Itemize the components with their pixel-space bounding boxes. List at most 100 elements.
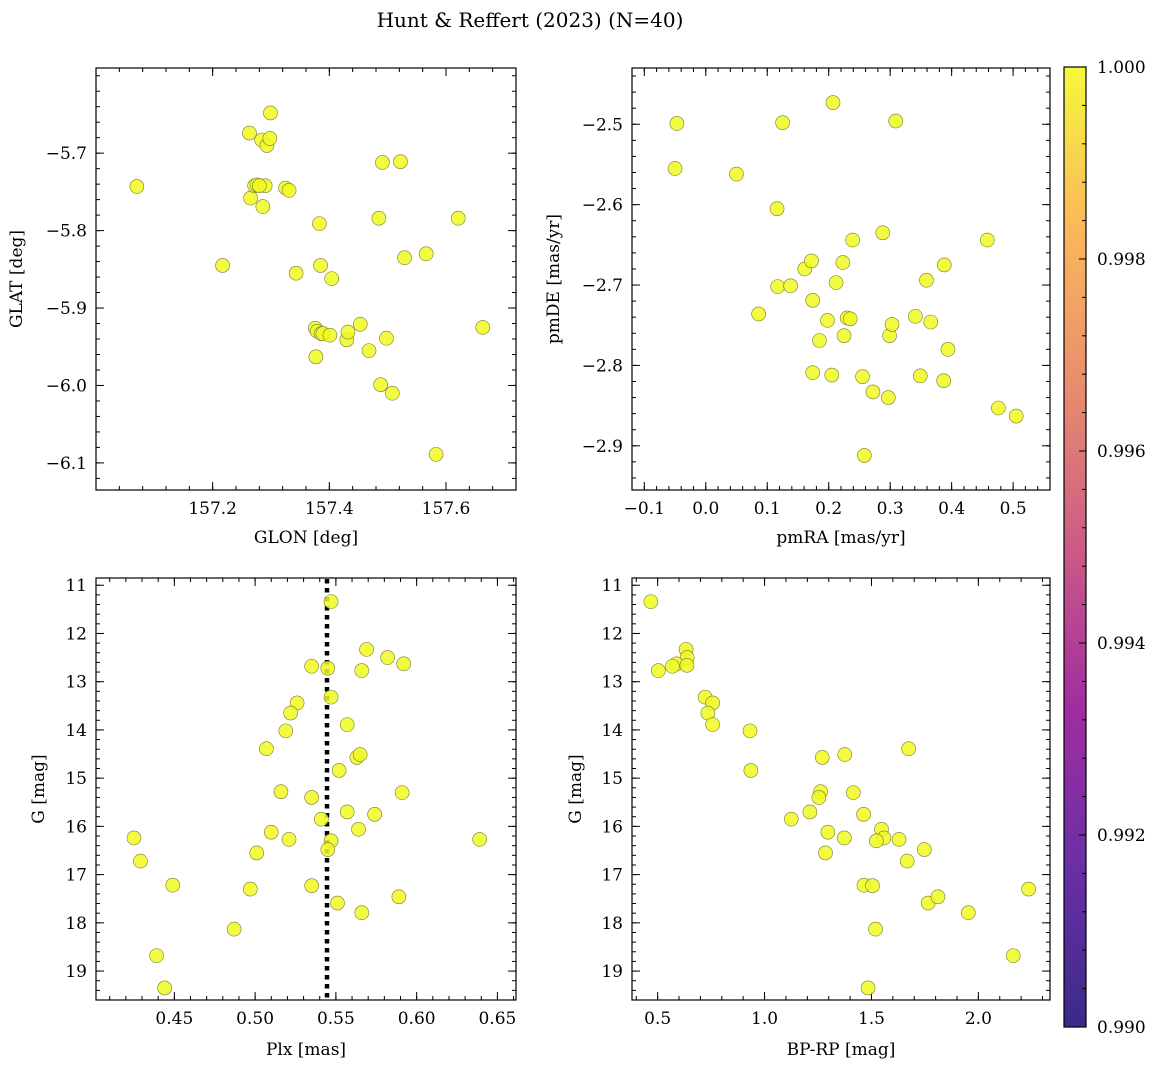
scatter-points (643, 594, 1036, 996)
scatter-point (308, 349, 324, 365)
scatter-point (126, 830, 142, 846)
scatter-point (845, 232, 860, 248)
scatter-point (811, 790, 827, 805)
scatter-point (428, 447, 444, 462)
scatter-point (804, 253, 819, 269)
y-tick-label: 18 (601, 914, 623, 934)
scatter-point (242, 125, 257, 141)
y-tick-label: −6.0 (46, 376, 87, 396)
scatter-point (835, 255, 851, 270)
scatter-point (899, 853, 915, 869)
x-tick-label: 0.5 (644, 1009, 671, 1029)
x-axis-label: GLON [deg] (254, 528, 358, 548)
scatter-point (665, 658, 680, 674)
scatter-points (667, 95, 1024, 463)
y-tick-label: −5.9 (46, 299, 87, 319)
x-tick-label: 2.0 (965, 1009, 992, 1029)
scatter-point (936, 257, 952, 273)
scatter-point (865, 878, 880, 893)
scatter-point (320, 660, 336, 676)
ticks (95, 68, 517, 490)
x-axis-label: pmRA [mas/yr] (776, 528, 905, 548)
scatter-point (875, 225, 891, 241)
x-tick-label: 0.3 (877, 499, 904, 519)
scatter-point (304, 790, 319, 805)
scatter-point (354, 905, 370, 921)
scatter-point (396, 656, 412, 672)
scatter-point (643, 594, 659, 609)
scatter-point (705, 717, 720, 732)
scatter-point (283, 705, 298, 721)
scatter-point (775, 115, 790, 130)
panel-4: 0.5 1.0 1.5 2.0 11 12 13 14 15 16 17 18 19 BP-RP [mag… (566, 576, 1051, 1060)
colorbar-tick-label: 0.992 (1097, 826, 1146, 846)
scatter-point (322, 327, 338, 343)
scatter-point (281, 183, 297, 198)
scatter-point (249, 845, 265, 861)
scatter-point (860, 980, 876, 996)
scatter-point (391, 889, 407, 905)
x-tick-label: 0.45 (155, 1009, 193, 1029)
x-tick-label: 0.2 (815, 499, 842, 519)
scatter-point (324, 271, 339, 286)
scatter-point (242, 881, 258, 897)
scatter-point (828, 275, 844, 290)
x-tick-label: 157.2 (188, 499, 237, 519)
scatter-point (215, 258, 230, 273)
panel-1: 157.2 157.4 157.6 −6.1 −6.0 −5.9 −5.8 −5.7 GLON … (7, 67, 517, 548)
scatter-point (255, 199, 271, 214)
axes-frame (631, 577, 1051, 1001)
scatter-point (129, 179, 145, 194)
scatter-point (288, 265, 304, 281)
scatter-point (304, 878, 319, 893)
ticks (631, 68, 1051, 490)
y-tick-label: −2.6 (582, 196, 623, 216)
scatter-point (855, 369, 870, 384)
x-tick-label: 1.0 (751, 1009, 778, 1029)
scatter-point (930, 889, 946, 905)
x-tick-label: 0.55 (317, 1009, 355, 1029)
scatter-point (940, 342, 956, 357)
scatter-point (351, 821, 366, 837)
axes-frame (631, 67, 1051, 491)
y-tick-label: 12 (65, 624, 87, 644)
scatter-point (157, 980, 172, 996)
y-tick-label: −2.7 (582, 276, 623, 296)
scatter-point (259, 741, 274, 757)
scatter-point (352, 747, 368, 762)
ticks (632, 578, 1050, 1001)
scatter-point (751, 306, 766, 322)
y-tick-label: 13 (65, 673, 87, 693)
scatter-point (379, 330, 394, 346)
scatter-point (367, 807, 382, 822)
x-tick-label: 0.60 (398, 1009, 436, 1029)
scatter-point (340, 324, 356, 340)
scatter-point (820, 313, 835, 328)
scatter-point (856, 807, 871, 822)
y-tick-label: 17 (65, 866, 87, 886)
scatter-point (837, 830, 852, 846)
scatter-point (814, 750, 830, 765)
x-tick-label: 1.5 (858, 1009, 885, 1029)
scatter-point (857, 448, 872, 463)
y-tick-label: 14 (601, 721, 623, 741)
y-tick-label: 13 (601, 673, 623, 693)
y-tick-label: 14 (65, 721, 87, 741)
scatter-point (252, 178, 267, 193)
panel-2: −0.1 0.0 0.1 0.2 0.3 0.4 0.5 −2.9 −2.8 −2.7 −2.6 −2… (544, 67, 1051, 548)
scatter-point (891, 832, 907, 847)
scatter-point (263, 105, 278, 121)
scatter-point (243, 190, 258, 206)
y-tick-label: 15 (65, 769, 87, 789)
axes-frame (95, 577, 517, 1001)
y-axis-label: G [mag] (566, 754, 586, 823)
y-tick-label: −6.1 (46, 454, 87, 474)
panel-3: 0.45 0.50 0.55 0.60 0.65 11 12 13 14 15 16 17 18 19 Pl… (29, 576, 517, 1060)
scatter-point (919, 272, 934, 288)
scatter-point (669, 116, 685, 131)
scatter-point (354, 663, 370, 678)
y-tick-label: 19 (65, 962, 87, 982)
x-tick-label: 0.1 (754, 499, 781, 519)
y-tick-label: 12 (601, 624, 623, 644)
x-tick-label: 0.4 (938, 499, 965, 519)
